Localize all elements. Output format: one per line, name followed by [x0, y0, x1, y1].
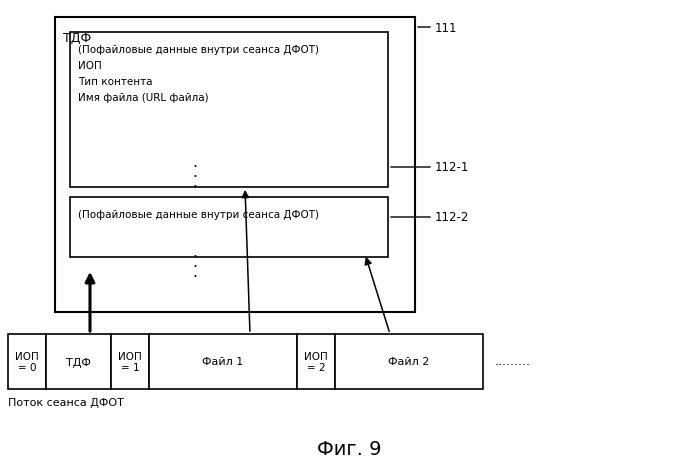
Text: Файл 1: Файл 1: [203, 357, 244, 367]
Bar: [70, 33, 388, 188]
Text: (Пофайловые данные внутри сеанса ДФОТ): (Пофайловые данные внутри сеанса ДФОТ): [78, 45, 319, 55]
Text: ·: ·: [192, 270, 197, 285]
Text: (Пофайловые данные внутри сеанса ДФОТ): (Пофайловые данные внутри сеанса ДФОТ): [78, 209, 319, 219]
Text: Тип контента: Тип контента: [78, 77, 152, 87]
Bar: [46, 334, 111, 389]
Text: ·: ·: [192, 160, 197, 175]
Bar: [8, 334, 46, 389]
Text: Поток сеанса ДФОТ: Поток сеанса ДФОТ: [8, 397, 124, 407]
Text: ИОП: ИОП: [78, 61, 102, 71]
Text: ·: ·: [192, 260, 197, 275]
Text: ·: ·: [192, 250, 197, 265]
Text: ТДФ: ТДФ: [66, 357, 91, 367]
Text: ИОП
= 1: ИОП = 1: [118, 351, 142, 373]
Text: ИОП
= 2: ИОП = 2: [304, 351, 328, 373]
Text: Имя файла (URL файла): Имя файла (URL файла): [78, 93, 208, 103]
Text: ИОП
= 0: ИОП = 0: [15, 351, 39, 373]
Text: ·: ·: [192, 180, 197, 195]
Text: Фиг. 9: Фиг. 9: [317, 439, 382, 458]
Bar: [111, 334, 149, 389]
Text: Файл 2: Файл 2: [389, 357, 430, 367]
Text: ·: ·: [192, 170, 197, 185]
Bar: [55, 18, 415, 312]
Text: 111: 111: [435, 21, 458, 34]
Text: .........: .........: [495, 355, 531, 368]
Text: 112-1: 112-1: [435, 161, 469, 174]
Text: 112-2: 112-2: [435, 211, 469, 224]
Bar: [149, 334, 297, 389]
Text: ТДФ: ТДФ: [63, 32, 92, 45]
Bar: [70, 198, 388, 258]
Bar: [297, 334, 335, 389]
Bar: [335, 334, 483, 389]
